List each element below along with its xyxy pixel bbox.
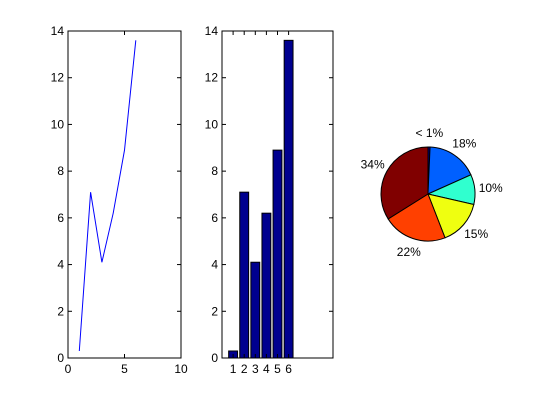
y-tick-label: 14 (205, 24, 219, 38)
x-tick-label: 0 (65, 362, 72, 376)
line-series (78, 40, 137, 352)
y-tick-label: 12 (51, 71, 65, 85)
bar (272, 149, 283, 359)
bar (239, 191, 250, 359)
y-tick-label: 6 (57, 211, 64, 225)
x-tick-label: 10 (174, 362, 188, 376)
pie-slice-label: 18% (452, 137, 476, 151)
y-tick-label: 10 (51, 117, 65, 131)
y-tick-label: 2 (211, 304, 218, 318)
y-tick-label: 4 (57, 258, 64, 272)
y-tick-label: 2 (57, 304, 64, 318)
x-tick-label: 5 (121, 362, 128, 376)
x-tick-label: 2 (241, 362, 248, 376)
x-tick-label: 1 (230, 362, 237, 376)
pie-slice (380, 146, 429, 220)
axes-box (67, 30, 182, 359)
pie-slice (427, 193, 475, 239)
pie-slice-label: < 1% (415, 126, 443, 140)
x-tick-label: 4 (263, 362, 270, 376)
pie-slice-label: 10% (479, 181, 503, 195)
y-tick-label: 0 (211, 351, 218, 365)
y-tick-label: 10 (205, 117, 219, 131)
line-chart: 0 2 4 6 8 10 12 14 0 5 10 (51, 24, 188, 376)
x-tick-label: 3 (252, 362, 259, 376)
y-tick-label: 4 (211, 258, 218, 272)
pie-chart: < 1% 18% 10% 15% 22% 34% (361, 126, 503, 259)
y-tick-label: 8 (211, 164, 218, 178)
y-tick-label: 6 (211, 211, 218, 225)
y-tick-label: 12 (205, 71, 219, 85)
pie-slice-label: 15% (464, 227, 488, 241)
bar (250, 261, 261, 359)
y-tick-label: 8 (57, 164, 64, 178)
pie-slice (387, 193, 446, 242)
y-tick-label: 0 (57, 351, 64, 365)
x-tick-label: 6 (285, 362, 292, 376)
bar (261, 212, 272, 359)
pie-slice (427, 146, 472, 195)
bar (283, 39, 294, 359)
pie-slice-label: 34% (361, 157, 385, 171)
pie-slice-label: 22% (397, 245, 421, 259)
x-tick-label: 5 (274, 362, 281, 376)
y-tick-label: 14 (51, 24, 65, 38)
